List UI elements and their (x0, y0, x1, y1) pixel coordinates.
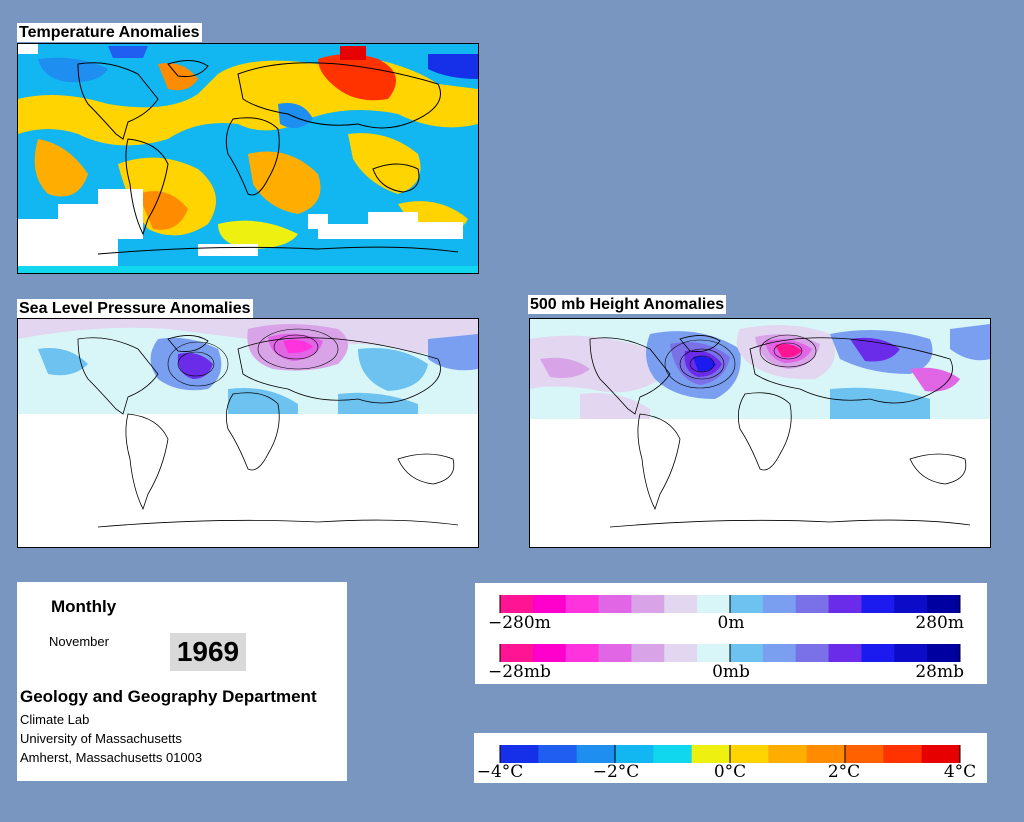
colorbar-swatch (806, 745, 846, 763)
height-legend-max: 280m (915, 613, 964, 633)
anomaly-legend: −280m 0m 280m −28mb 0mb 28mb (475, 583, 987, 684)
colorbar-swatch (532, 595, 567, 613)
colorbar-swatch (730, 595, 764, 613)
temperature-panel-title: Temperature Anomalies (17, 23, 202, 42)
colorbar-swatch (828, 644, 862, 662)
temperature-legend-tick: −4°C (477, 762, 524, 782)
colorbar-swatch (598, 644, 632, 662)
pressure-colorbar (499, 644, 961, 662)
pressure-legend-max: 28mb (915, 662, 964, 682)
slp-map-graphic (18, 319, 478, 528)
colorbar-swatch (768, 745, 808, 763)
colorbar-swatch (631, 644, 665, 662)
colorbar-swatch (500, 644, 534, 662)
period-label: Monthly (51, 597, 117, 616)
colorbar-swatch (861, 595, 895, 613)
colorbar-swatch (598, 595, 632, 613)
colorbar-swatch (500, 745, 539, 763)
height-legend-center: 0m (718, 613, 745, 633)
colorbar-swatch (845, 745, 884, 763)
colorbar-swatch (697, 595, 731, 613)
colorbar-swatch (921, 745, 961, 763)
temperature-legend-tick: 0°C (714, 762, 746, 782)
temperature-anomaly-map (17, 43, 479, 274)
colorbar-swatch (795, 644, 830, 662)
month-label: November (49, 634, 109, 649)
university-label: University of Massachusetts (20, 731, 182, 746)
height-map-graphic (530, 319, 990, 528)
colorbar-swatch (762, 595, 797, 613)
colorbar-swatch (883, 745, 923, 763)
colorbar-swatch (565, 595, 600, 613)
lab-label: Climate Lab (20, 712, 90, 727)
colorbar-swatch (576, 745, 616, 763)
temperature-legend-tick: 2°C (828, 762, 860, 782)
temperature-map-graphic (18, 44, 478, 273)
height-panel-title: 500 mb Height Anomalies (528, 295, 727, 314)
colorbar-swatch (664, 595, 698, 613)
colorbar-swatch (691, 745, 731, 763)
temperature-colorbar (499, 745, 961, 763)
slp-anomaly-map (17, 318, 479, 548)
temperature-legend: −4°C −2°C 0°C 2°C 4°C (474, 733, 987, 783)
slp-panel-title: Sea Level Pressure Anomalies (17, 299, 253, 318)
colorbar-swatch (730, 745, 769, 763)
address-label: Amherst, Massachusetts 01003 (20, 750, 203, 765)
colorbar-swatch (795, 595, 830, 613)
temperature-legend-tick: −2°C (593, 762, 640, 782)
colorbar-swatch (500, 595, 534, 613)
colorbar-swatch (894, 595, 928, 613)
colorbar-swatch (894, 644, 928, 662)
colorbar-swatch (532, 644, 567, 662)
colorbar-swatch (927, 644, 961, 662)
height-anomaly-map (529, 318, 991, 548)
colorbar-swatch (828, 595, 862, 613)
colorbar-swatch (565, 644, 600, 662)
info-panel: Monthly November 1969 Geology and Geogra… (17, 582, 347, 781)
year-label: 1969 (170, 633, 246, 671)
department-label: Geology and Geography Department (20, 687, 317, 706)
temperature-legend-graphic: −4°C −2°C 0°C 2°C 4°C (477, 745, 976, 782)
colorbar-swatch (927, 595, 961, 613)
colorbar-swatch (664, 644, 698, 662)
height-legend-min: −280m (488, 613, 551, 633)
colorbar-swatch (653, 745, 693, 763)
pressure-legend-center: 0mb (712, 662, 750, 682)
height-colorbar (499, 595, 961, 613)
colorbar-swatch (615, 745, 654, 763)
pressure-legend-min: −28mb (488, 662, 551, 682)
colorbar-swatch (762, 644, 797, 662)
colorbar-swatch (697, 644, 731, 662)
colorbar-swatch (538, 745, 578, 763)
colorbar-swatch (631, 595, 665, 613)
colorbar-swatch (730, 644, 764, 662)
anomaly-legend-graphic: −280m 0m 280m −28mb 0mb 28mb (488, 595, 964, 682)
colorbar-swatch (861, 644, 895, 662)
temperature-legend-tick: 4°C (944, 762, 976, 782)
